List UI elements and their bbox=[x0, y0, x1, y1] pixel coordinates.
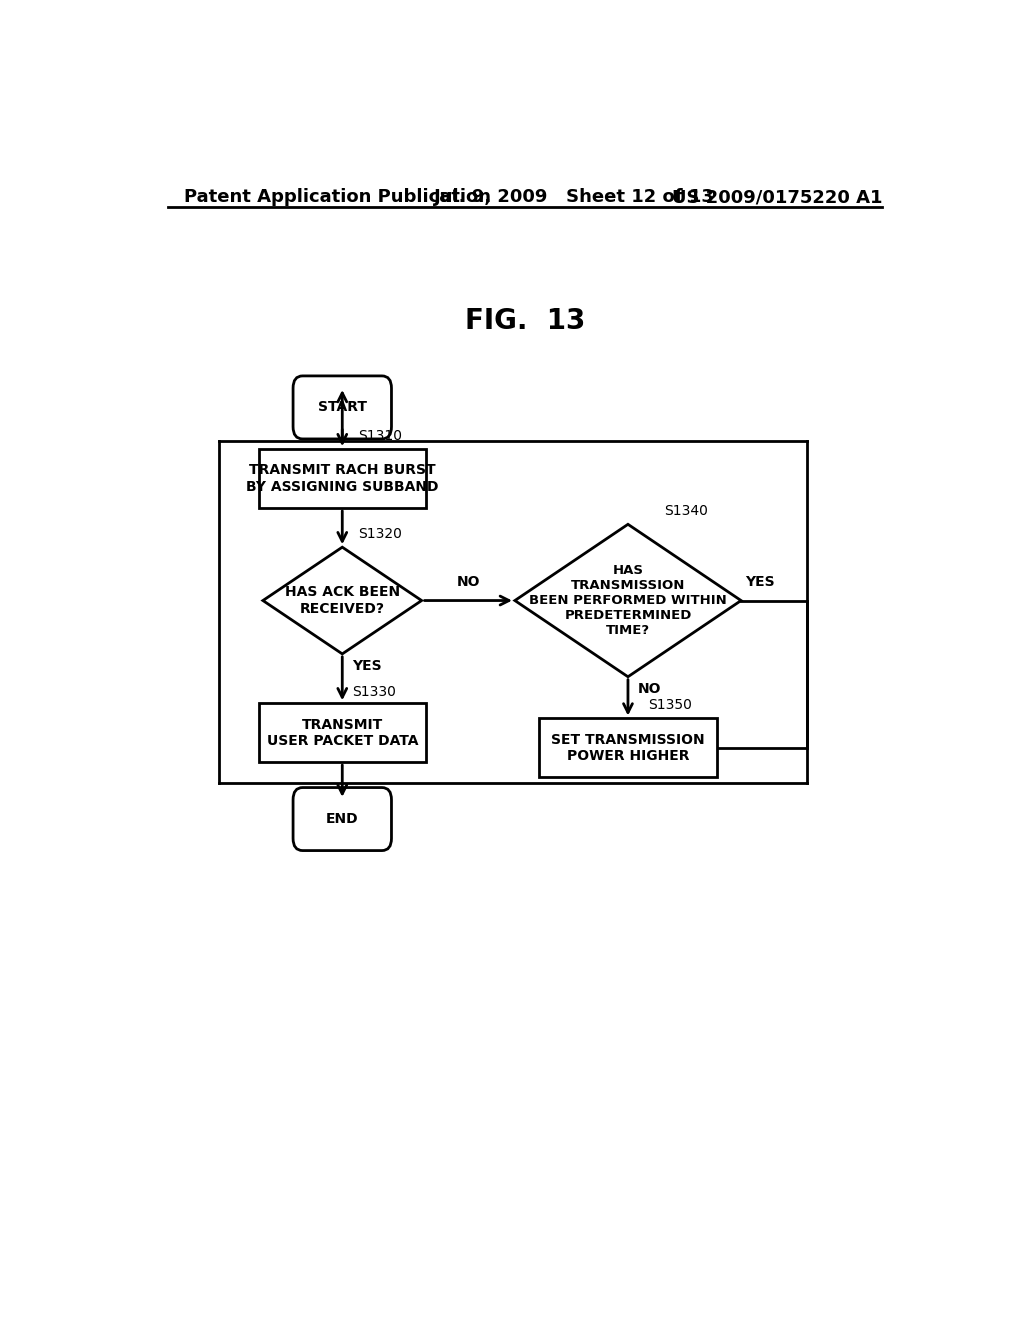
Text: HAS
TRANSMISSION
BEEN PERFORMED WITHIN
PREDETERMINED
TIME?: HAS TRANSMISSION BEEN PERFORMED WITHIN P… bbox=[529, 564, 727, 638]
Text: S1330: S1330 bbox=[352, 685, 396, 698]
Bar bbox=[259, 704, 426, 762]
FancyBboxPatch shape bbox=[293, 376, 391, 440]
Text: Patent Application Publication: Patent Application Publication bbox=[183, 187, 490, 206]
Text: FIG.  13: FIG. 13 bbox=[465, 308, 585, 335]
Polygon shape bbox=[263, 548, 422, 653]
Text: S1350: S1350 bbox=[648, 698, 691, 713]
Text: TRANSMIT
USER PACKET DATA: TRANSMIT USER PACKET DATA bbox=[266, 718, 418, 747]
Text: END: END bbox=[326, 812, 358, 826]
FancyBboxPatch shape bbox=[293, 788, 391, 850]
Text: US 2009/0175220 A1: US 2009/0175220 A1 bbox=[672, 187, 882, 206]
Text: S1340: S1340 bbox=[664, 504, 708, 517]
Text: START: START bbox=[317, 400, 367, 414]
Text: NO: NO bbox=[457, 576, 480, 589]
Text: S1320: S1320 bbox=[358, 527, 402, 541]
Text: TRANSMIT RACH BURST
BY ASSIGNING SUBBAND: TRANSMIT RACH BURST BY ASSIGNING SUBBAND bbox=[246, 463, 438, 494]
Bar bbox=[539, 718, 717, 777]
Polygon shape bbox=[515, 524, 741, 677]
Text: S1310: S1310 bbox=[358, 429, 402, 444]
Bar bbox=[259, 449, 426, 508]
Text: HAS ACK BEEN
RECEIVED?: HAS ACK BEEN RECEIVED? bbox=[285, 586, 399, 615]
Text: SET TRANSMISSION
POWER HIGHER: SET TRANSMISSION POWER HIGHER bbox=[551, 733, 705, 763]
Text: Jul. 9, 2009   Sheet 12 of 13: Jul. 9, 2009 Sheet 12 of 13 bbox=[433, 187, 715, 206]
Text: YES: YES bbox=[745, 576, 774, 589]
Text: NO: NO bbox=[638, 682, 660, 697]
Text: YES: YES bbox=[352, 660, 382, 673]
